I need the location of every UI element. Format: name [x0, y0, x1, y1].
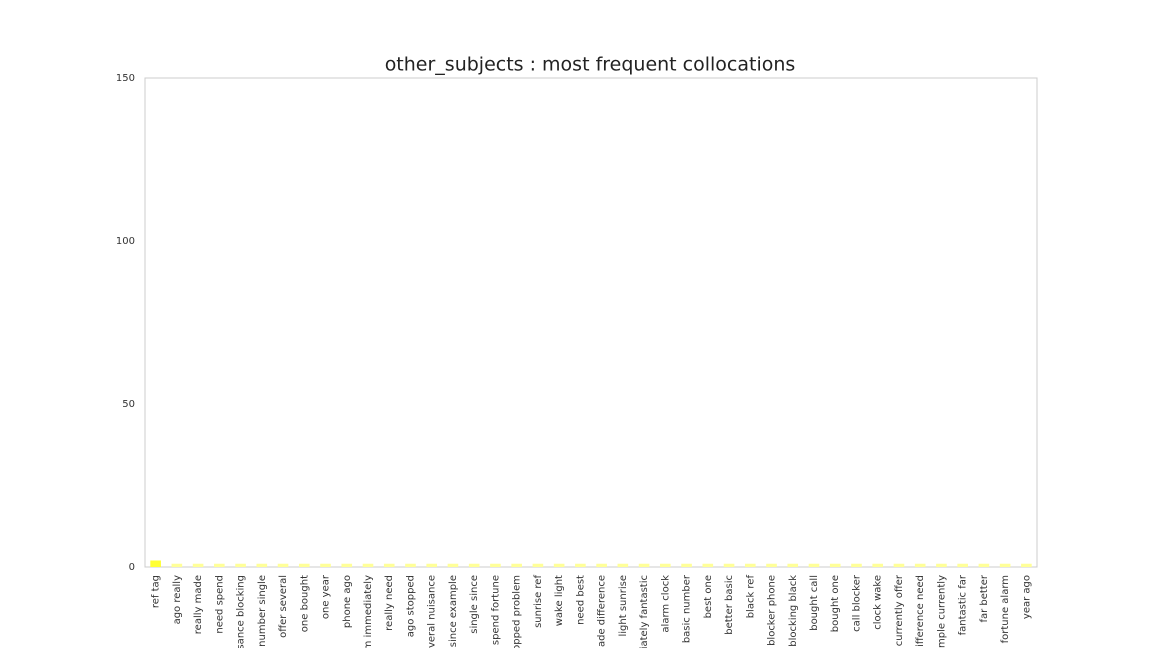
x-tick-label: ifference need	[915, 575, 926, 647]
bar	[298, 563, 310, 567]
x-tick-label: one year	[321, 574, 332, 619]
bar	[723, 563, 735, 567]
y-tick-label: 100	[116, 236, 135, 247]
x-tick-label: really need	[384, 575, 395, 631]
y-tick-label: 0	[129, 562, 135, 573]
bar	[957, 563, 968, 567]
x-tick-label: need spend	[214, 575, 225, 634]
bar	[277, 563, 289, 567]
bar	[617, 563, 629, 567]
x-tick-label: spend fortune	[490, 575, 501, 645]
bar	[256, 563, 268, 567]
bar	[553, 563, 565, 567]
x-tick-label: veral nuisance	[427, 575, 438, 648]
x-tick-label: basic number	[682, 574, 693, 643]
bar	[978, 563, 990, 567]
bar	[787, 563, 799, 567]
bar	[235, 563, 246, 567]
y-tick-label: 150	[116, 73, 135, 84]
x-tick-label: fortune alarm	[1000, 575, 1011, 643]
bar	[851, 563, 862, 567]
bar	[426, 563, 438, 567]
x-tick-label: year ago	[1021, 575, 1032, 619]
x-tick-label: m immediately	[363, 575, 374, 648]
x-tick-label: alarm clock	[660, 575, 671, 633]
x-tick-label: ago stopped	[405, 575, 416, 637]
x-tick-label: best one	[703, 575, 714, 618]
x-tick-label: bought one	[830, 575, 841, 632]
x-tick-label: mple currently	[936, 575, 947, 648]
bar	[214, 563, 225, 567]
x-tick-label: really made	[193, 575, 204, 634]
y-tick-label: 50	[122, 399, 135, 410]
bar	[511, 563, 522, 567]
x-tick-label: need best	[575, 575, 586, 625]
x-tick-label: since example	[448, 575, 459, 647]
x-tick-label: opped problem	[512, 575, 523, 648]
x-tick-label: iately fantastic	[639, 575, 650, 648]
bar	[638, 563, 650, 567]
bar	[744, 563, 756, 567]
bar	[893, 563, 905, 567]
x-tick-label: phone ago	[342, 575, 353, 628]
bar	[660, 563, 671, 567]
bar	[808, 563, 820, 567]
bar	[829, 563, 841, 567]
x-tick-label: ago really	[172, 575, 183, 625]
x-tick-label: far better	[979, 574, 990, 622]
chart-title: other_subjects : most frequent collocati…	[385, 54, 796, 76]
bar	[532, 563, 544, 567]
bar	[383, 563, 395, 567]
bar	[681, 563, 692, 567]
x-tick-label: ade difference	[597, 575, 608, 647]
x-tick-label: fantastic far	[958, 574, 969, 635]
bar	[405, 563, 416, 567]
x-tick-label: blocker phone	[767, 575, 778, 646]
bar	[872, 563, 884, 567]
x-tick-label: sunrise ref	[533, 575, 544, 628]
x-tick-label: black ref	[745, 575, 756, 619]
bar	[702, 563, 714, 567]
x-tick-label: bought call	[809, 575, 820, 631]
x-tick-label: light sunrise	[618, 575, 629, 636]
bar	[320, 563, 331, 567]
x-tick-label: sance blocking	[236, 575, 247, 648]
x-tick-label: clock wake	[873, 575, 884, 630]
x-tick-label: better basic	[724, 575, 735, 635]
bar	[490, 563, 501, 567]
bar	[936, 563, 947, 567]
x-tick-label: currently offer	[894, 574, 905, 646]
x-tick-label: blocking black	[788, 575, 799, 647]
x-tick-label: number single	[257, 575, 268, 647]
bar	[341, 563, 353, 567]
x-tick-label: call blocker	[851, 574, 862, 632]
x-tick-label: single since	[469, 575, 480, 634]
bar	[914, 563, 926, 567]
x-tick-label: ref tag	[151, 575, 162, 608]
x-tick-label: one bought	[299, 575, 310, 632]
plot-frame	[144, 77, 1038, 568]
x-tick-label: offer several	[278, 575, 289, 638]
bar	[192, 563, 204, 567]
bar	[999, 563, 1011, 567]
bar	[468, 563, 480, 567]
bar	[150, 560, 161, 567]
bar	[596, 563, 607, 567]
bar	[447, 563, 459, 567]
bar	[766, 563, 777, 567]
bar	[362, 563, 374, 567]
x-tick-label: wake light	[554, 575, 565, 626]
bar	[171, 563, 183, 567]
bar	[1021, 563, 1032, 567]
bar	[575, 563, 586, 567]
